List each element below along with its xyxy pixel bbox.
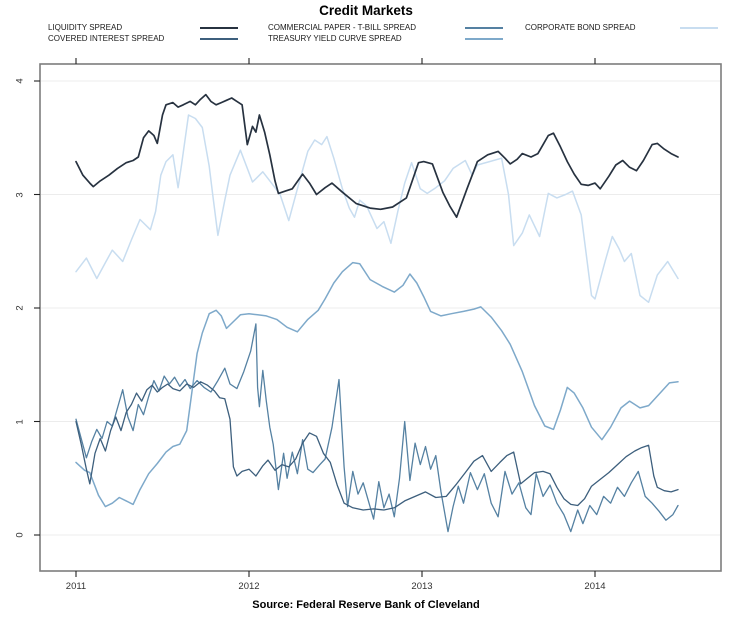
legend-label-treasury_yield_curve: TREASURY YIELD CURVE SPREAD — [268, 33, 402, 43]
y-tick-label: 3 — [14, 191, 26, 198]
series-line-treasury_yield_curve — [75, 261, 679, 508]
x-tick-label: 2012 — [238, 581, 260, 592]
legend-label-commercial_paper: COMMERCIAL PAPER - T-BILL SPREAD — [268, 23, 417, 32]
series-line-covered_interest — [75, 381, 679, 511]
x-tick-label: 2011 — [65, 581, 87, 592]
y-tick-label: 1 — [14, 418, 26, 425]
legend-swatch-corporate_bond — [680, 27, 718, 29]
series-line-commercial_paper — [75, 323, 679, 533]
series-line-liquidity — [75, 93, 679, 219]
plot-border — [39, 63, 722, 572]
series-line-corporate_bond — [75, 114, 679, 304]
legend-swatch-commercial_paper — [465, 27, 503, 29]
x-tick-label: 2014 — [584, 581, 606, 592]
legend-swatch-liquidity — [200, 27, 238, 29]
source-caption: Source: Federal Reserve Bank of Clevelan… — [252, 599, 480, 611]
y-tick-label: 0 — [14, 532, 26, 538]
legend-label-liquidity: LIQUIDITY SPREAD — [48, 23, 123, 32]
legend-label-covered_interest: COVERED INTEREST SPREAD — [48, 33, 165, 43]
legend-label-corporate_bond: CORPORATE BOND SPREAD — [525, 23, 636, 32]
legend-swatch-treasury_yield_curve — [465, 37, 503, 40]
page-title: Credit Markets — [319, 3, 413, 18]
y-tick-label: 4 — [14, 78, 26, 84]
x-tick-label: 2013 — [411, 581, 433, 592]
legend-swatch-covered_interest — [200, 37, 238, 40]
y-tick-label: 2 — [14, 305, 26, 311]
